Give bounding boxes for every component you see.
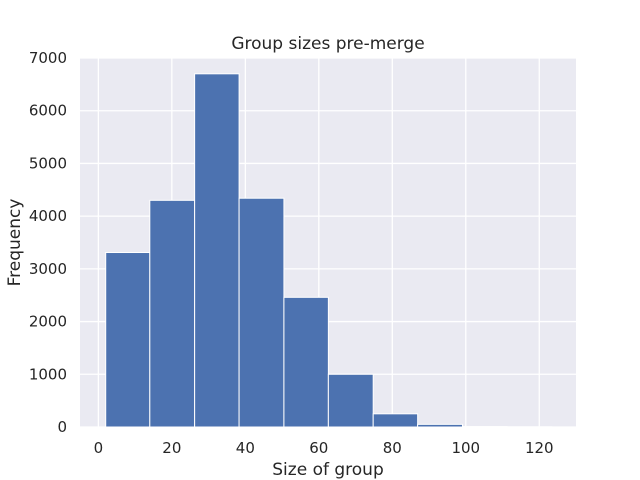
x-tick-label: 80 [383,439,402,457]
y-tick-label: 3000 [29,260,67,278]
histogram-bar [283,296,329,428]
x-tick-label: 0 [94,439,104,457]
y-tick-label: 2000 [29,313,67,331]
x-tick-label: 100 [451,439,480,457]
x-tick-label: 40 [236,439,255,457]
y-tick-label: 1000 [29,365,67,383]
y-tick-label: 6000 [29,102,67,120]
x-tick-labels: 0 20 40 60 80 100 120 [94,439,554,457]
x-tick-label: 20 [162,439,181,457]
y-axis-title: Frequency [5,199,25,287]
y-tick-label: 5000 [29,154,67,172]
histogram-bar [327,373,374,428]
histogram-bar [149,199,196,428]
y-tick-label: 0 [57,418,67,436]
bars [105,73,553,428]
y-tick-labels: 0 1000 2000 3000 4000 5000 6000 7000 [29,49,67,436]
x-axis-title: Size of group [272,460,383,480]
histogram-bar [372,413,419,428]
y-tick-label: 4000 [29,207,67,225]
y-tick-label: 7000 [29,49,67,67]
chart-title: Group sizes pre-merge [231,34,424,54]
x-tick-label: 120 [525,439,554,457]
histogram-bar [105,252,151,428]
x-tick-label: 60 [309,439,328,457]
histogram-bar [238,197,285,428]
histogram-bar [194,73,240,428]
histogram-bar [417,423,463,428]
